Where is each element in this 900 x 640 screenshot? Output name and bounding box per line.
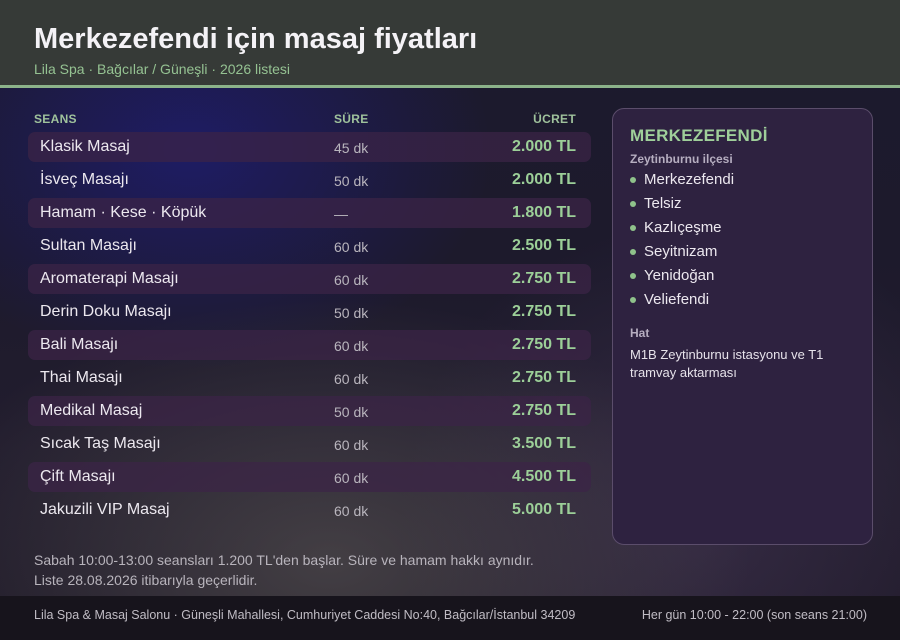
list-item: Telsiz — [630, 195, 734, 219]
session-name: Sıcak Taş Masajı — [40, 435, 161, 452]
page-title: Merkezefendi için masaj fiyatları — [34, 23, 478, 55]
session-price: 2.750 TL — [511, 402, 576, 419]
bullet-icon — [630, 225, 636, 231]
session-name: Medikal Masaj — [40, 402, 143, 419]
list-item: Merkezefendi — [630, 171, 734, 195]
table-row: Bali Masajı 60 dk 2.750 TL — [28, 330, 591, 360]
bullet-icon — [630, 201, 636, 207]
session-duration: 60 dk — [334, 338, 369, 354]
session-price: 4.500 TL — [511, 468, 576, 485]
table-row: Jakuzili VIP Masaj 60 dk 5.000 TL — [28, 495, 591, 525]
table-row: Sıcak Taş Masajı 60 dk 3.500 TL — [28, 429, 591, 459]
session-duration: 60 dk — [334, 272, 369, 288]
bullet-icon — [630, 249, 636, 255]
district-title: MERKEZEFENDİ — [630, 126, 768, 145]
session-name: Klasik Masaj — [40, 138, 130, 155]
session-duration: 50 dk — [334, 173, 369, 189]
table-row: Klasik Masaj 45 dk 2.000 TL — [28, 132, 591, 162]
table-row: Aromaterapi Masajı 60 dk 2.750 TL — [28, 264, 591, 294]
session-name: Çift Masajı — [40, 468, 116, 485]
district-subtitle: Zeytinburnu ilçesi — [630, 152, 733, 166]
session-duration: — — [334, 206, 348, 222]
neighborhood-name: Merkezefendi — [644, 171, 735, 188]
session-name: Jakuzili VIP Masaj — [40, 501, 170, 518]
neighborhood-name: Seyitnizam — [644, 243, 718, 260]
session-duration: 60 dk — [334, 371, 369, 387]
session-duration: 60 dk — [334, 437, 369, 453]
footer-hours: Her gün 10:00 - 22:00 (son seans 21:00) — [641, 608, 867, 622]
column-header-price: ÜCRET — [533, 112, 576, 126]
list-item: Seyitnizam — [630, 243, 734, 267]
session-name: İsveç Masajı — [40, 171, 129, 188]
list-item: Yenidoğan — [630, 267, 734, 291]
session-name: Bali Masajı — [40, 336, 119, 353]
session-price: 2.000 TL — [511, 171, 576, 188]
bullet-icon — [630, 177, 636, 183]
transit-text: M1B Zeytinburnu istasyonu ve T1 tramvay … — [630, 347, 824, 380]
column-header-duration: SÜRE — [334, 112, 369, 126]
footer-address: Lila Spa & Masaj Salonu · Güneşli Mahall… — [34, 608, 576, 622]
session-price: 2.750 TL — [511, 270, 576, 287]
neighborhood-name: Telsiz — [644, 195, 682, 212]
neighborhood-list: Merkezefendi Telsiz Kazlıçeşme Seyitniza… — [630, 171, 734, 315]
session-duration: 50 dk — [334, 305, 369, 321]
bullet-icon — [630, 297, 636, 303]
column-header-session: SEANS — [34, 112, 77, 126]
pricing-note: Sabah 10:00-13:00 seansları 1.200 TL'den… — [34, 552, 534, 568]
table-row: Thai Masajı 60 dk 2.750 TL — [28, 363, 591, 393]
table-row: Sultan Masajı 60 dk 2.500 TL — [28, 231, 591, 261]
neighborhood-name: Yenidoğan — [644, 267, 715, 284]
neighborhood-name: Kazlıçeşme — [644, 219, 722, 236]
session-name: Thai Masajı — [40, 369, 123, 386]
footer-bar: Lila Spa & Masaj Salonu · Güneşli Mahall… — [0, 596, 900, 640]
price-table: Klasik Masaj 45 dk 2.000 TL İsveç Masajı… — [28, 132, 591, 528]
session-name: Hamam · Kese · Köpük — [40, 204, 207, 221]
session-name: Derin Doku Masajı — [40, 303, 172, 320]
table-row: İsveç Masajı 50 dk 2.000 TL — [28, 165, 591, 195]
session-price: 5.000 TL — [511, 501, 576, 518]
neighborhood-name: Veliefendi — [644, 291, 710, 308]
session-price: 2.500 TL — [511, 237, 576, 254]
header-bar: Merkezefendi için masaj fiyatları Lila S… — [0, 0, 900, 88]
session-price: 2.750 TL — [511, 303, 576, 320]
table-row: Derin Doku Masajı 50 dk 2.750 TL — [28, 297, 591, 327]
validity-note: Liste 28.08.2026 itibarıyla geçerlidir. — [34, 572, 258, 588]
session-name: Sultan Masajı — [40, 237, 137, 254]
session-duration: 45 dk — [334, 140, 369, 156]
session-name: Aromaterapi Masajı — [40, 270, 179, 287]
session-price: 2.000 TL — [511, 138, 576, 155]
list-item: Veliefendi — [630, 291, 734, 315]
table-row: Hamam · Kese · Köpük — 1.800 TL — [28, 198, 591, 228]
list-item: Kazlıçeşme — [630, 219, 734, 243]
session-price: 2.750 TL — [511, 369, 576, 386]
table-row: Medikal Masaj 50 dk 2.750 TL — [28, 396, 591, 426]
session-duration: 60 dk — [334, 503, 369, 519]
session-price: 3.500 TL — [511, 435, 576, 452]
session-duration: 60 dk — [334, 470, 369, 486]
session-duration: 60 dk — [334, 239, 369, 255]
bullet-icon — [630, 273, 636, 279]
district-panel: MERKEZEFENDİ Zeytinburnu ilçesi Merkezef… — [612, 108, 873, 545]
session-duration: 50 dk — [334, 404, 369, 420]
session-price: 2.750 TL — [511, 336, 576, 353]
session-price: 1.800 TL — [511, 204, 576, 221]
page-subtitle: Lila Spa · Bağcılar / Güneşli · 2026 lis… — [34, 61, 291, 77]
table-row: Çift Masajı 60 dk 4.500 TL — [28, 462, 591, 492]
transit-label: Hat — [630, 326, 650, 340]
